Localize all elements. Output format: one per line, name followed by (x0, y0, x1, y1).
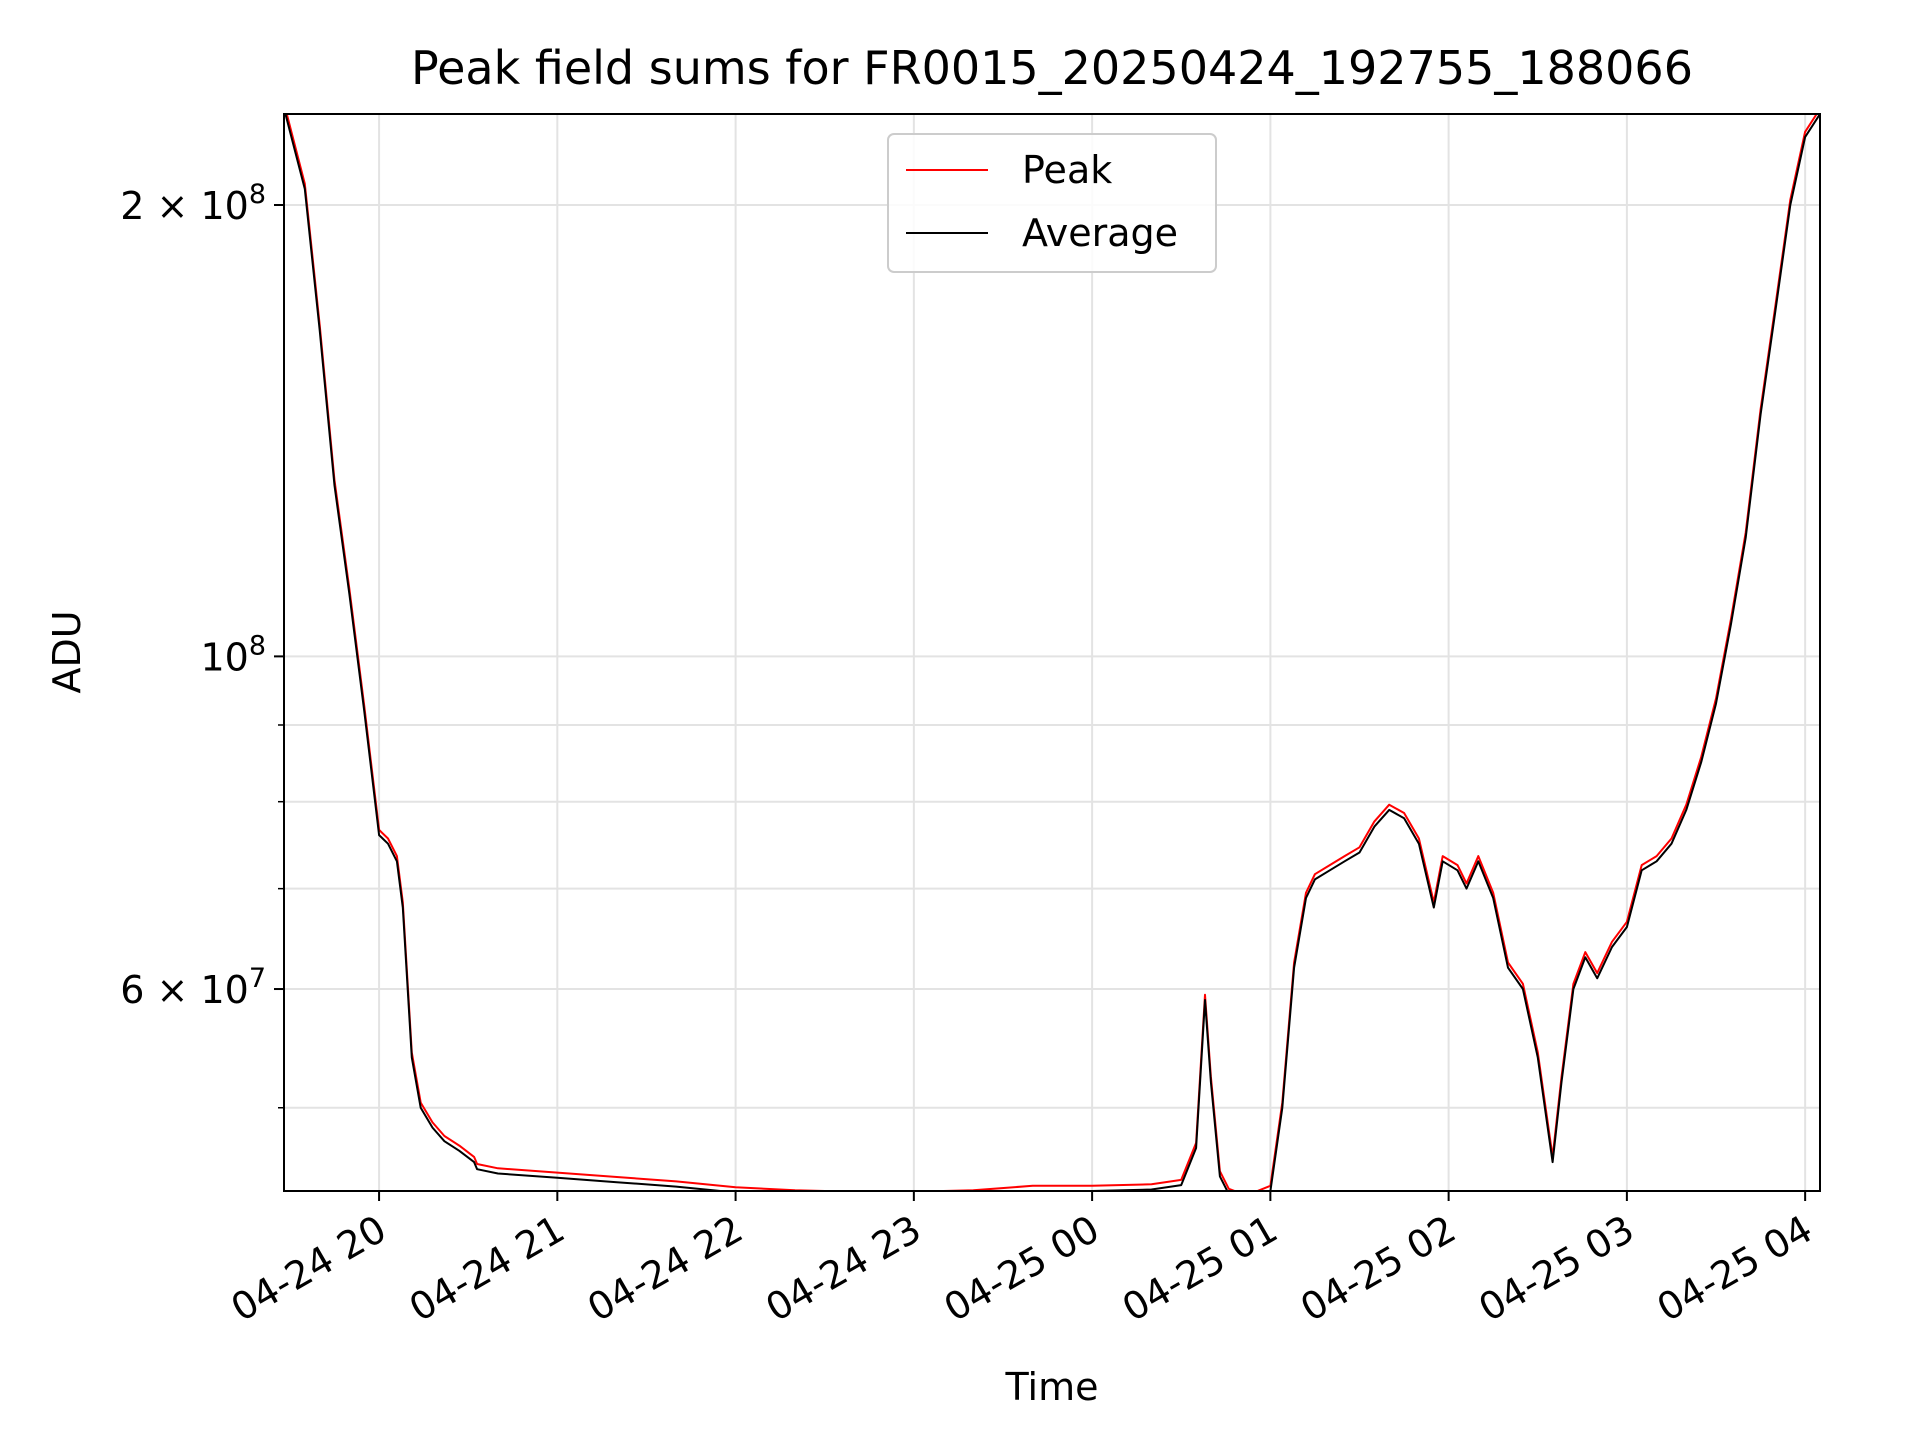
grid (284, 114, 1820, 1191)
legend-label-peak: Peak (1022, 148, 1112, 192)
x-axis-label: Time (1005, 1365, 1099, 1409)
legend-label-average: Average (1022, 211, 1178, 255)
y-tick-label: 108 (200, 630, 266, 679)
y-axis-label: ADU (45, 610, 89, 693)
series-group (284, 114, 1820, 1191)
plot-frame (283, 113, 1821, 1192)
chart-title: Peak field sums for FR0015_20250424_1927… (411, 41, 1693, 95)
y-axis: 2 × 108 108 6 × 107 (120, 179, 284, 1109)
series-line-average (284, 114, 1820, 1191)
y-tick-label: 2 × 108 (120, 179, 266, 228)
y-tick-label: 6 × 107 (120, 963, 266, 1012)
legend-box (887, 133, 1217, 273)
legend: Peak Average (887, 133, 1217, 273)
